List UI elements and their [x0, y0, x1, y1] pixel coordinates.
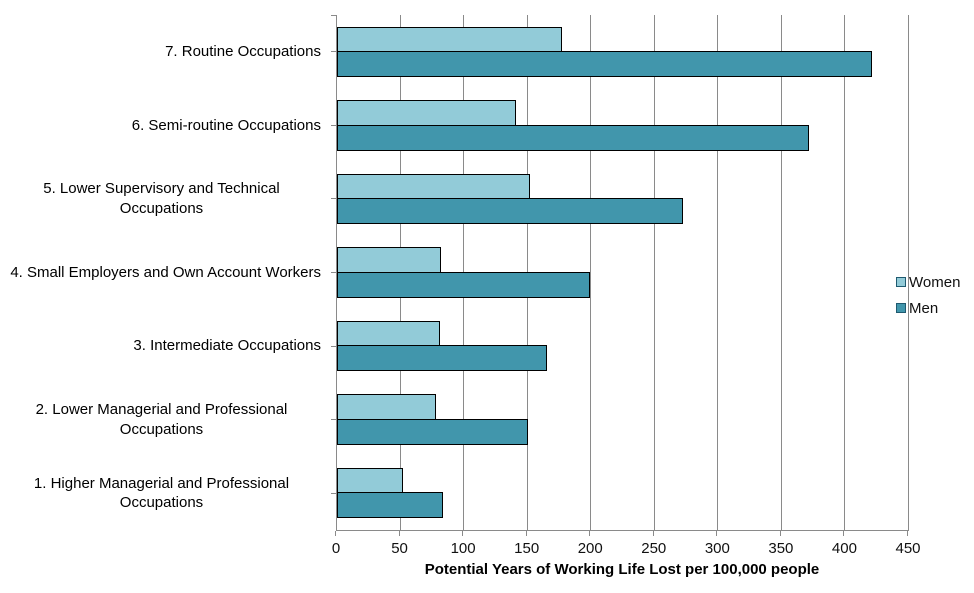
bar-women-1-higher-managerial-and-professional-occupations	[337, 467, 404, 494]
x-tick-label-300: 300	[704, 540, 730, 557]
row-2-lower-managerial-and-professional-occupations	[337, 383, 909, 457]
x-tick-300	[716, 531, 718, 536]
category-label-2-lower-managerial-and-professional-occupations: 2. Lower Managerial and Professional Occ…	[2, 383, 328, 457]
category-axis-ticks	[331, 15, 336, 530]
gridline-200	[590, 15, 592, 530]
x-tick-label-100: 100	[450, 540, 476, 557]
gridline-300	[717, 15, 719, 530]
legend-swatch-women	[896, 277, 906, 287]
x-tick-450	[907, 531, 908, 536]
x-tick-label-0: 0	[331, 540, 341, 557]
x-tick-50	[398, 531, 400, 536]
row-3-intermediate-occupations	[337, 309, 909, 383]
x-tick-150	[525, 531, 527, 536]
gridline-250	[653, 15, 655, 530]
category-label-text: 3. Intermediate Occupations	[133, 337, 321, 355]
bar-women-4-small-employers-and-own-account-workers	[337, 247, 442, 274]
category-label-7-routine-occupations: 7. Routine Occupations	[2, 15, 328, 89]
x-tick-250	[652, 531, 654, 536]
bar-men-7-routine-occupations	[337, 51, 873, 78]
row-1-higher-managerial-and-professional-occupations	[337, 456, 909, 530]
row-7-routine-occupations	[337, 15, 909, 89]
bar-men-4-small-employers-and-own-account-workers	[337, 271, 590, 298]
category-label-text: 4. Small Employers and Own Account Worke…	[10, 263, 321, 281]
category-axis-top-tick	[331, 15, 336, 16]
row-4-small-employers-and-own-account-workers	[337, 236, 909, 310]
category-label-text: 1. Higher Managerial and Professional Oc…	[33, 474, 290, 512]
bar-rows	[337, 15, 909, 530]
category-label-text: 6. Semi-routine Occupations	[131, 116, 321, 134]
bar-women-2-lower-managerial-and-professional-occupations	[337, 394, 437, 421]
category-label-5-lower-supervisory-and-technical-occupations: 5. Lower Supervisory and Technical Occup…	[2, 162, 328, 236]
x-tick-label-250: 250	[641, 540, 667, 557]
legend-label-women: Women	[909, 273, 961, 291]
x-tick-0	[335, 531, 336, 536]
category-tick-3-intermediate-occupations	[331, 345, 336, 347]
bar-men-3-intermediate-occupations	[337, 345, 547, 372]
bar-men-5-lower-supervisory-and-technical-occupations	[337, 198, 683, 225]
bar-men-2-lower-managerial-and-professional-occupations	[337, 418, 528, 445]
category-label-text: 5. Lower Supervisory and Technical Occup…	[43, 180, 280, 217]
x-tick-200	[589, 531, 591, 536]
category-label-1-higher-managerial-and-professional-occupations: 1. Higher Managerial and Professional Oc…	[2, 456, 328, 530]
row-5-lower-supervisory-and-technical-occupations	[337, 162, 909, 236]
category-label-4-small-employers-and-own-account-workers: 4. Small Employers and Own Account Worke…	[2, 236, 328, 310]
x-tick-100	[462, 531, 464, 536]
x-tick-label-400: 400	[831, 540, 857, 557]
x-tick-label-450: 450	[895, 540, 921, 557]
x-axis: 0 50 100 150 200 250 300 350 400 450	[332, 531, 921, 561]
x-tick-400	[843, 531, 845, 536]
x-tick-label-350: 350	[768, 540, 794, 557]
gridline-450	[908, 15, 909, 530]
gridline-350	[780, 15, 782, 530]
legend-swatch-men	[896, 303, 906, 313]
plot-area	[336, 15, 909, 531]
legend-label-men: Men	[909, 299, 939, 317]
x-tick-label-50: 50	[391, 540, 408, 557]
bar-men-6-semi-routine-occupations	[337, 124, 809, 151]
bar-men-1-higher-managerial-and-professional-occupations	[337, 492, 443, 519]
category-label-3-intermediate-occupations: 3. Intermediate Occupations	[2, 309, 328, 383]
category-label-text: 2. Lower Managerial and Professional Occ…	[35, 401, 288, 438]
x-tick-350	[779, 531, 781, 536]
legend-item-men: Men	[896, 298, 960, 318]
category-label-6-semi-routine-occupations: 6. Semi-routine Occupations	[2, 89, 328, 163]
category-tick-6-semi-routine-occupations	[331, 124, 336, 126]
row-6-semi-routine-occupations	[337, 89, 909, 163]
x-tick-label-200: 200	[577, 540, 603, 557]
category-tick-2-lower-managerial-and-professional-occupations	[331, 419, 336, 421]
bar-women-7-routine-occupations	[337, 26, 562, 53]
bar-women-5-lower-supervisory-and-technical-occupations	[337, 173, 531, 200]
category-tick-5-lower-supervisory-and-technical-occupations	[331, 198, 336, 200]
legend: Women Men	[896, 272, 960, 318]
legend-item-women: Women	[896, 272, 960, 292]
x-axis-title: Potential Years of Working Life Lost per…	[424, 561, 820, 578]
bar-women-6-semi-routine-occupations	[337, 100, 517, 127]
category-tick-7-routine-occupations	[331, 51, 336, 53]
gridline-400	[844, 15, 846, 530]
category-tick-1-higher-managerial-and-professional-occupations	[331, 492, 336, 494]
category-tick-4-small-employers-and-own-account-workers	[331, 272, 336, 273]
category-axis-labels: 7. Routine Occupations 6. Semi-routine Oc…	[2, 15, 328, 530]
bar-women-3-intermediate-occupations	[337, 320, 440, 347]
x-tick-label-150: 150	[514, 540, 540, 557]
category-label-text: 7. Routine Occupations	[165, 43, 321, 61]
